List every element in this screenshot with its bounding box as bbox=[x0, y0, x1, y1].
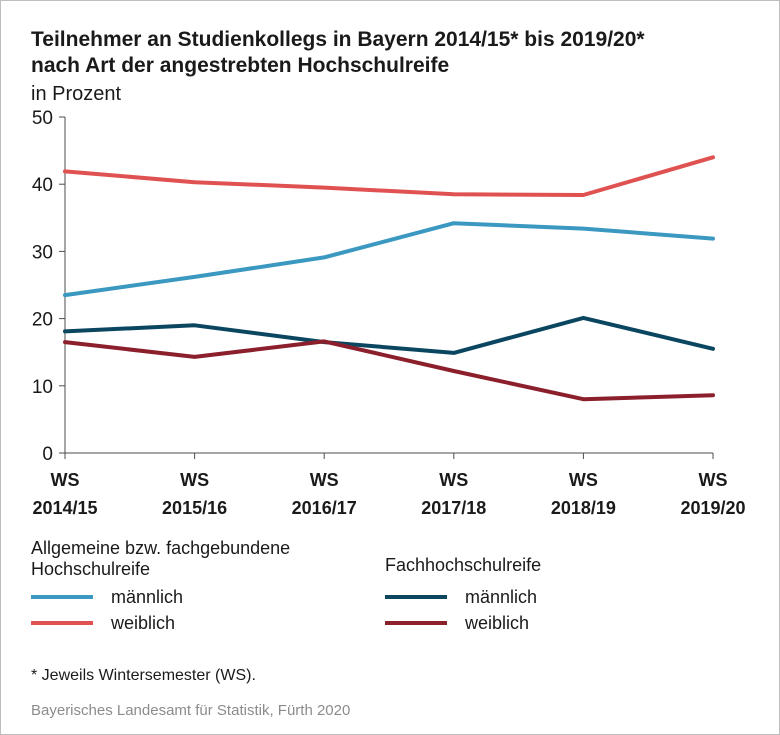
legend-swatch-ahr-weiblich bbox=[31, 621, 93, 625]
legend-item-fhr-weiblich: weiblich bbox=[385, 613, 529, 633]
legend-label-ahr-weiblich: weiblich bbox=[111, 612, 176, 633]
legend-group-title-hochschulreife: Allgemeine bzw. fachgebundene Hochschulr… bbox=[31, 538, 291, 579]
series-line-ahr_m bbox=[63, 221, 715, 298]
y-tick-label-10: 10 bbox=[32, 377, 53, 398]
legend-item-ahr-weiblich: weiblich bbox=[31, 613, 175, 633]
legend-group-title-fachhochschulreife: Fachhochschulreife bbox=[385, 555, 542, 575]
y-tick-label-50: 50 bbox=[32, 108, 53, 129]
x-tick-label-4: WS 2018/19 bbox=[551, 470, 616, 518]
legend-swatch-fhr-maennlich bbox=[385, 595, 447, 599]
legend-item-ahr-maennlich: männlich bbox=[31, 587, 183, 607]
chart-title-line-2: nach Art der angestrebten Hochschulreife bbox=[31, 54, 450, 77]
legend-label-fhr-maennlich: männlich bbox=[465, 586, 538, 607]
chart-title-line-1: Teilnehmer an Studienkollegs in Bayern 2… bbox=[31, 28, 645, 51]
legend-item-fhr-maennlich: männlich bbox=[385, 587, 537, 607]
x-tick-label-5: WS 2019/20 bbox=[680, 470, 745, 518]
y-tick-label-30: 30 bbox=[32, 242, 53, 263]
legend-swatch-fhr-weiblich bbox=[385, 621, 447, 625]
y-tick-label-0: 0 bbox=[42, 444, 53, 465]
legend-label-fhr-weiblich: weiblich bbox=[465, 612, 530, 633]
y-tick-label-40: 40 bbox=[32, 175, 53, 196]
x-tick-label-3: WS 2017/18 bbox=[421, 470, 486, 518]
series-line-fhr_m bbox=[63, 315, 715, 355]
line-chart: 0 10 20 30 40 50 WS 2014/15 WS 2015/16 WS 2016/17 WS… bbox=[32, 108, 746, 518]
legend-label-ahr-maennlich: männlich bbox=[111, 586, 184, 607]
x-tick-label-2: WS 2016/17 bbox=[292, 470, 357, 518]
chart-title: Teilnehmer an Studienkollegs in Bayern 2… bbox=[31, 27, 645, 79]
legend-swatch-ahr-maennlich bbox=[31, 595, 93, 599]
x-tick-label-0: WS 2014/15 bbox=[32, 470, 97, 518]
chart-subtitle: in Prozent bbox=[31, 83, 122, 105]
footnote: * Jeweils Wintersemester (WS). bbox=[31, 667, 256, 684]
series-line-ahr_w bbox=[63, 155, 715, 197]
y-tick-label-20: 20 bbox=[32, 310, 53, 331]
series-line-fhr_w bbox=[63, 339, 715, 402]
source-note: Bayerisches Landesamt für Statistik, Für… bbox=[31, 702, 351, 719]
x-tick-label-1: WS 2015/16 bbox=[162, 470, 227, 518]
